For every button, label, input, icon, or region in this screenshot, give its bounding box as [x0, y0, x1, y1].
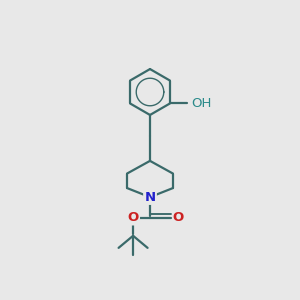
Text: O: O — [128, 211, 139, 224]
Text: O: O — [172, 211, 184, 224]
Text: N: N — [144, 190, 156, 204]
Text: OH: OH — [192, 97, 212, 110]
